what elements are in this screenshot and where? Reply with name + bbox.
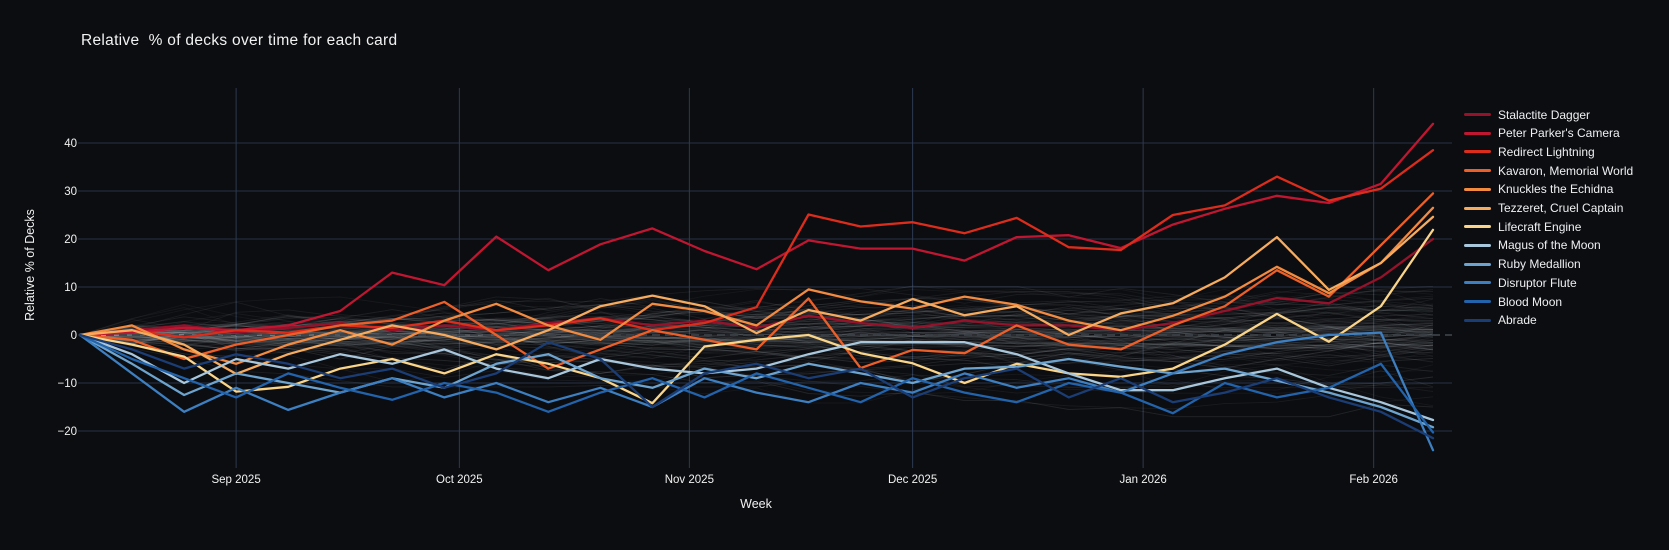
legend-item-6[interactable]: Lifecraft Engine — [1464, 217, 1581, 236]
legend-label: Magus of the Moon — [1498, 238, 1601, 253]
legend-item-11[interactable]: Abrade — [1464, 311, 1537, 330]
series-line-5 — [78, 215, 1435, 376]
series-line-9 — [78, 331, 1435, 452]
y-tick-label: −20 — [57, 426, 77, 438]
series-line-10 — [78, 333, 1435, 434]
legend-swatch — [1464, 225, 1491, 229]
legend-label: Disruptor Flute — [1498, 275, 1577, 290]
series-line-2 — [78, 149, 1435, 339]
y-axis-title: Relative % of Decks — [23, 209, 37, 321]
legend-item-8[interactable]: Ruby Medallion — [1464, 255, 1581, 274]
legend-swatch — [1464, 206, 1491, 210]
x-tick-label: Feb 2026 — [1349, 474, 1398, 486]
x-tick-label: Jan 2026 — [1119, 474, 1166, 486]
legend-swatch — [1464, 169, 1491, 173]
series-line-7 — [78, 333, 1435, 422]
series-line-1 — [78, 122, 1435, 337]
legend-label: Peter Parker's Camera — [1498, 126, 1620, 141]
series-line-11 — [78, 333, 1435, 440]
series-line-8 — [78, 333, 1435, 429]
legend-swatch — [1464, 113, 1491, 116]
y-tick-label: 10 — [64, 282, 77, 294]
legend-swatch — [1464, 131, 1491, 135]
x-tick-label: Oct 2025 — [436, 474, 483, 486]
legend-item-9[interactable]: Disruptor Flute — [1464, 273, 1577, 292]
legend-label: Knuckles the Echidna — [1498, 182, 1614, 197]
legend-item-10[interactable]: Blood Moon — [1464, 292, 1562, 311]
x-tick-label: Sep 2025 — [211, 474, 260, 486]
legend: Stalactite Dagger Peter Parker's Camera Re… — [1464, 0, 1664, 550]
y-tick-label: 30 — [64, 186, 77, 198]
chart-title: Relative % of decks over time for each c… — [81, 32, 398, 49]
legend-label: Kavaron, Memorial World — [1498, 163, 1634, 178]
legend-item-4[interactable]: Knuckles the Echidna — [1464, 180, 1613, 199]
x-tick-label: Nov 2025 — [665, 474, 714, 486]
legend-label: Lifecraft Engine — [1498, 219, 1582, 234]
legend-swatch — [1464, 243, 1491, 247]
series-line-3 — [78, 192, 1435, 370]
legend-item-1[interactable]: Peter Parker's Camera — [1464, 124, 1620, 143]
y-tick-label: −10 — [57, 378, 77, 390]
x-axis-title: Week — [740, 497, 772, 511]
legend-item-0[interactable]: Stalactite Dagger — [1464, 105, 1590, 124]
legend-swatch — [1464, 187, 1491, 191]
legend-item-3[interactable]: Kavaron, Memorial World — [1464, 161, 1633, 180]
series-line-0 — [78, 237, 1435, 337]
legend-label: Ruby Medallion — [1498, 257, 1581, 272]
legend-swatch — [1464, 318, 1491, 322]
series-line-4 — [78, 206, 1435, 365]
legend-swatch — [1464, 262, 1491, 266]
series-line-6 — [78, 228, 1435, 405]
legend-label: Abrade — [1498, 313, 1537, 328]
y-tick-label: 40 — [64, 138, 77, 150]
legend-label: Tezzeret, Cruel Captain — [1498, 201, 1624, 215]
legend-swatch — [1464, 150, 1491, 154]
x-tick-label: Dec 2025 — [888, 474, 937, 486]
y-tick-label: 0 — [71, 330, 77, 342]
legend-swatch — [1464, 281, 1491, 285]
legend-swatch — [1464, 300, 1491, 303]
legend-label: Redirect Lightning — [1498, 144, 1595, 159]
legend-item-2[interactable]: Redirect Lightning — [1464, 142, 1595, 161]
legend-label: Blood Moon — [1498, 294, 1563, 309]
legend-label: Stalactite Dagger — [1498, 107, 1591, 122]
legend-item-5[interactable]: Tezzeret, Cruel Captain — [1464, 199, 1623, 218]
y-tick-label: 20 — [64, 234, 77, 246]
legend-item-7[interactable]: Magus of the Moon — [1464, 236, 1601, 255]
